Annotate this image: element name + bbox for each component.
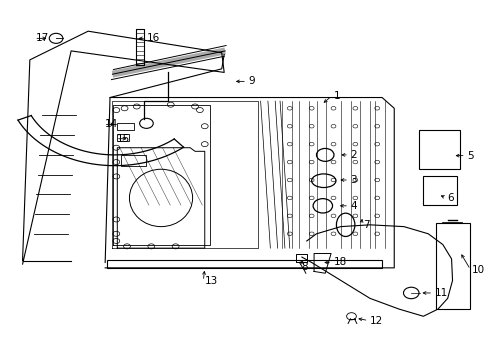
- Text: 9: 9: [248, 76, 255, 86]
- Text: 5: 5: [466, 150, 473, 161]
- Text: 14: 14: [105, 120, 118, 129]
- Text: 16: 16: [146, 33, 160, 43]
- Text: 15: 15: [117, 134, 130, 144]
- Text: 3: 3: [350, 175, 356, 185]
- Text: 17: 17: [36, 33, 49, 43]
- Text: 7: 7: [362, 220, 368, 230]
- Text: 8: 8: [300, 262, 307, 272]
- Text: 11: 11: [434, 288, 447, 298]
- Text: 1: 1: [333, 91, 340, 101]
- Text: 18: 18: [333, 257, 346, 267]
- Text: 4: 4: [350, 201, 356, 211]
- Text: 10: 10: [471, 265, 484, 275]
- Text: 6: 6: [447, 193, 453, 203]
- Text: 12: 12: [369, 316, 383, 325]
- Text: 2: 2: [350, 150, 356, 160]
- Text: 13: 13: [204, 276, 218, 286]
